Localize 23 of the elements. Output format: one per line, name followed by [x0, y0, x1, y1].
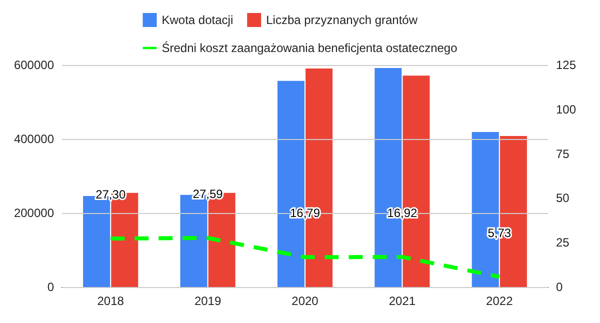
- y-tick-label: 200000: [14, 206, 54, 220]
- y2-tick-label: 125: [556, 58, 576, 72]
- x-tick-label: 2018: [97, 294, 124, 308]
- data-label: 16,92: [387, 206, 418, 220]
- y-tick-label: 0: [47, 280, 54, 294]
- data-label: 16,79: [290, 206, 320, 220]
- legend-label: Liczba przyznanych grantów: [266, 13, 418, 27]
- data-label: 27,30: [96, 188, 126, 202]
- y2-tick-label: 75: [556, 146, 570, 161]
- y2-tick-label: 100: [556, 102, 576, 116]
- x-tick-label: 2022: [486, 294, 514, 308]
- legend-label: Średni koszt zaangażowania beneficjenta ostatecznego: [162, 41, 458, 55]
- data-label: 27,59: [192, 187, 224, 201]
- y2-tick-label: 0: [556, 280, 563, 294]
- x-tick-label: 2019: [194, 294, 222, 308]
- legend-label: Kwota dotacji: [162, 13, 234, 27]
- y-tick-label: 400000: [14, 132, 54, 146]
- y2-tick-label: 50: [556, 191, 570, 206]
- data-label: 5,73: [488, 226, 512, 240]
- x-tick-label: 2020: [292, 294, 319, 308]
- x-tick-label: 2021: [388, 294, 416, 308]
- y-tick-label: 600000: [14, 58, 54, 72]
- y2-tick-label: 25: [556, 236, 570, 250]
